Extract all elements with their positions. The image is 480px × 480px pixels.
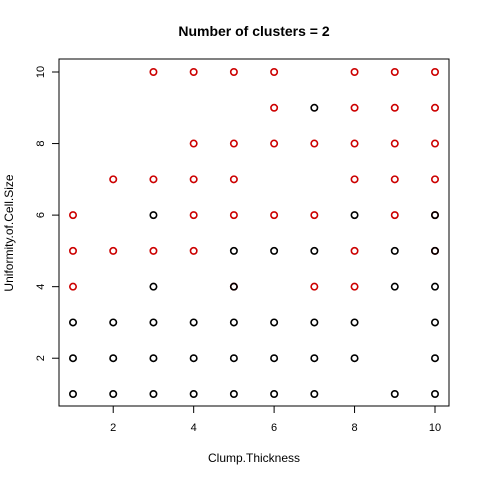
data-point xyxy=(270,246,279,255)
data-point xyxy=(350,282,359,291)
data-point xyxy=(69,354,78,363)
data-points xyxy=(69,68,439,398)
data-point xyxy=(390,68,399,77)
data-point xyxy=(229,246,238,255)
data-point xyxy=(350,246,359,255)
data-point xyxy=(189,68,198,77)
data-point xyxy=(390,282,399,291)
data-point xyxy=(430,175,439,184)
data-point xyxy=(149,211,158,220)
chart-title: Number of clusters = 2 xyxy=(178,23,330,39)
data-point xyxy=(390,103,399,112)
data-point xyxy=(270,139,279,148)
data-point xyxy=(149,354,158,363)
data-point xyxy=(350,139,359,148)
data-point xyxy=(390,246,399,255)
data-point xyxy=(310,246,319,255)
data-point xyxy=(229,175,238,184)
data-point xyxy=(390,139,399,148)
y-tick-label: 8 xyxy=(35,140,47,146)
data-point xyxy=(149,318,158,327)
data-point xyxy=(109,354,118,363)
data-point xyxy=(390,211,399,220)
data-point xyxy=(229,354,238,363)
data-point xyxy=(350,318,359,327)
data-point xyxy=(270,68,279,77)
data-point xyxy=(189,139,198,148)
data-point xyxy=(350,68,359,77)
data-point xyxy=(270,389,279,398)
data-point xyxy=(69,211,78,220)
data-point xyxy=(149,389,158,398)
data-point xyxy=(109,246,118,255)
y-tick-label: 4 xyxy=(35,284,47,290)
x-axis-label: Clump.Thickness xyxy=(208,451,300,465)
data-point xyxy=(310,211,319,220)
data-point xyxy=(310,103,319,112)
x-tick-label: 6 xyxy=(271,422,277,434)
data-point xyxy=(229,68,238,77)
data-point xyxy=(109,175,118,184)
data-point xyxy=(149,175,158,184)
y-tick-label: 10 xyxy=(35,66,47,78)
x-axis: 2 4 6 8 10 xyxy=(110,405,441,434)
data-point xyxy=(189,211,198,220)
data-point xyxy=(350,354,359,363)
y-axis: 2 4 6 8 10 xyxy=(35,66,60,361)
data-point xyxy=(189,354,198,363)
data-point xyxy=(229,282,238,291)
data-point xyxy=(430,389,439,398)
data-point xyxy=(310,282,319,291)
data-point xyxy=(430,211,439,220)
y-tick-label: 2 xyxy=(35,355,47,361)
data-point xyxy=(350,103,359,112)
data-point xyxy=(430,282,439,291)
data-point xyxy=(430,139,439,148)
data-point xyxy=(430,246,439,255)
data-point xyxy=(229,211,238,220)
data-point xyxy=(310,139,319,148)
y-axis-label: Uniformity.of.Cell.Size xyxy=(2,174,16,291)
x-tick-label: 2 xyxy=(110,422,116,434)
data-point xyxy=(229,389,238,398)
data-point xyxy=(270,103,279,112)
data-point xyxy=(430,354,439,363)
data-point xyxy=(229,318,238,327)
data-point xyxy=(69,282,78,291)
data-point xyxy=(149,246,158,255)
plot-frame xyxy=(58,58,450,407)
x-tick-label: 8 xyxy=(351,422,357,434)
data-point xyxy=(430,103,439,112)
data-point xyxy=(69,246,78,255)
data-point xyxy=(310,318,319,327)
data-point xyxy=(390,389,399,398)
data-point xyxy=(430,318,439,327)
data-point xyxy=(149,282,158,291)
data-point xyxy=(229,139,238,148)
data-point xyxy=(310,354,319,363)
data-point xyxy=(270,318,279,327)
data-point xyxy=(350,211,359,220)
data-point xyxy=(189,246,198,255)
data-point xyxy=(270,354,279,363)
y-tick-label: 6 xyxy=(35,212,47,218)
data-point xyxy=(390,175,399,184)
data-point xyxy=(310,389,319,398)
data-point xyxy=(189,175,198,184)
data-point xyxy=(189,318,198,327)
data-point xyxy=(109,389,118,398)
x-tick-label: 4 xyxy=(191,422,197,434)
data-point xyxy=(270,211,279,220)
data-point xyxy=(149,68,158,77)
data-point xyxy=(430,68,439,77)
data-point xyxy=(189,389,198,398)
data-point xyxy=(350,175,359,184)
data-point xyxy=(69,318,78,327)
data-point xyxy=(109,318,118,327)
x-tick-label: 10 xyxy=(429,422,441,434)
data-point xyxy=(69,389,78,398)
